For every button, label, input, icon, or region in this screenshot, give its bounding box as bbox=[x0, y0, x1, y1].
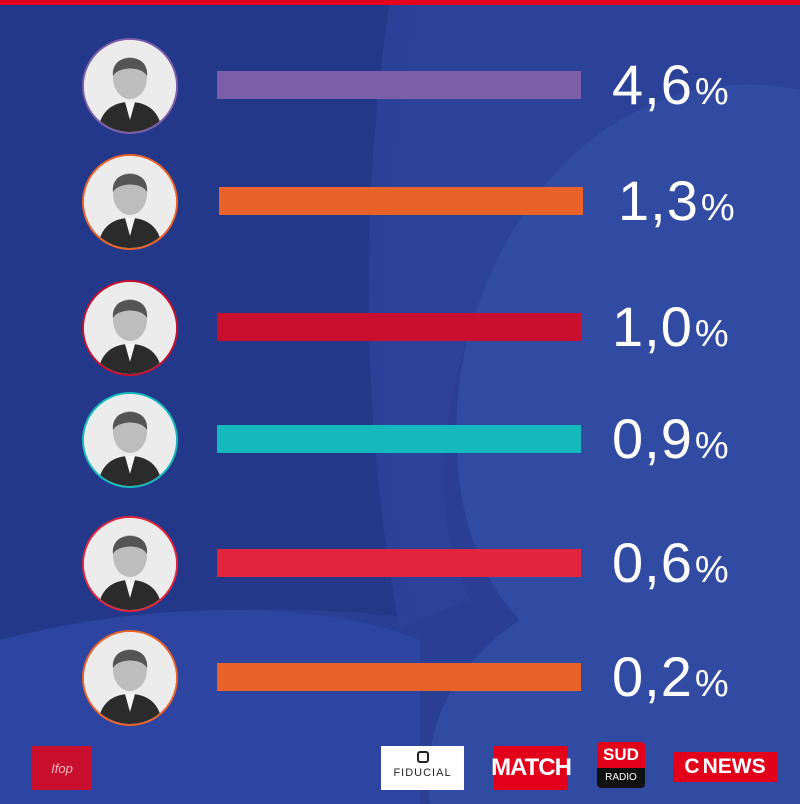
data-label-unit: % bbox=[694, 425, 730, 467]
data-label-value: 0,9 bbox=[612, 407, 693, 470]
bar bbox=[219, 187, 583, 215]
top-accent-bar bbox=[0, 0, 800, 5]
ifop-logo: Ifop bbox=[32, 746, 92, 790]
chart-row: 4,6% bbox=[0, 38, 800, 138]
portrait-photo-icon bbox=[82, 154, 178, 250]
ifop-logo-text: Ifop bbox=[51, 760, 73, 776]
bar bbox=[217, 313, 581, 341]
bar bbox=[217, 71, 581, 99]
chart-row: 0,2% bbox=[0, 630, 800, 730]
data-label: 1,0% bbox=[612, 296, 730, 365]
chart-row: 1,3% bbox=[0, 154, 800, 254]
fiducial-logo-text: FIDUCIAL bbox=[393, 767, 452, 779]
portrait-photo-icon bbox=[82, 630, 178, 726]
data-label: 1,3% bbox=[618, 170, 736, 239]
data-label-value: 1,3 bbox=[618, 169, 699, 232]
portrait-photo-icon bbox=[82, 280, 178, 376]
data-label-unit: % bbox=[694, 549, 730, 591]
data-label-unit: % bbox=[694, 71, 730, 113]
sud-radio-logo: SUD RADIO bbox=[597, 742, 645, 792]
fiducial-mark-icon bbox=[416, 751, 429, 763]
data-label-value: 4,6 bbox=[612, 53, 693, 116]
sud-radio-logo-bottom: RADIO bbox=[597, 768, 645, 788]
cnews-logo-c: C bbox=[684, 755, 700, 778]
data-label-value: 1,0 bbox=[612, 295, 693, 358]
chart-row: 0,9% bbox=[0, 392, 800, 492]
fiducial-logo: FIDUCIAL bbox=[381, 746, 464, 790]
data-label-value: 0,6 bbox=[612, 531, 693, 594]
paris-match-logo-text: MATCH bbox=[491, 754, 572, 781]
bar bbox=[217, 425, 581, 453]
cnews-logo: C NEWS bbox=[673, 752, 777, 782]
paris-match-logo: MATCH bbox=[491, 746, 572, 790]
sponsor-logos: Ifop FIDUCIAL MATCH SUD RADIO C NEWS bbox=[0, 738, 800, 798]
portrait-photo-icon bbox=[82, 38, 178, 134]
data-label: 0,9% bbox=[612, 408, 730, 477]
data-label-unit: % bbox=[700, 187, 736, 229]
data-label: 0,2% bbox=[612, 646, 730, 715]
chart-row: 1,0% bbox=[0, 280, 800, 380]
cnews-logo-text: NEWS bbox=[702, 755, 766, 778]
chart-row: 0,6% bbox=[0, 516, 800, 616]
bar bbox=[217, 549, 581, 577]
data-label-value: 0,2 bbox=[612, 645, 693, 708]
data-label: 0,6% bbox=[612, 532, 730, 601]
sud-radio-logo-top: SUD bbox=[597, 742, 645, 768]
data-label-unit: % bbox=[694, 663, 730, 705]
data-label: 4,6% bbox=[612, 54, 730, 123]
portrait-photo-icon bbox=[82, 392, 178, 488]
data-label-unit: % bbox=[694, 313, 730, 355]
bar bbox=[217, 663, 581, 691]
portrait-photo-icon bbox=[82, 516, 178, 612]
